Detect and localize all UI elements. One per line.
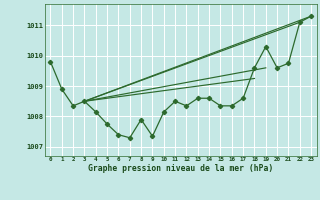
X-axis label: Graphe pression niveau de la mer (hPa): Graphe pression niveau de la mer (hPa) — [88, 164, 273, 173]
